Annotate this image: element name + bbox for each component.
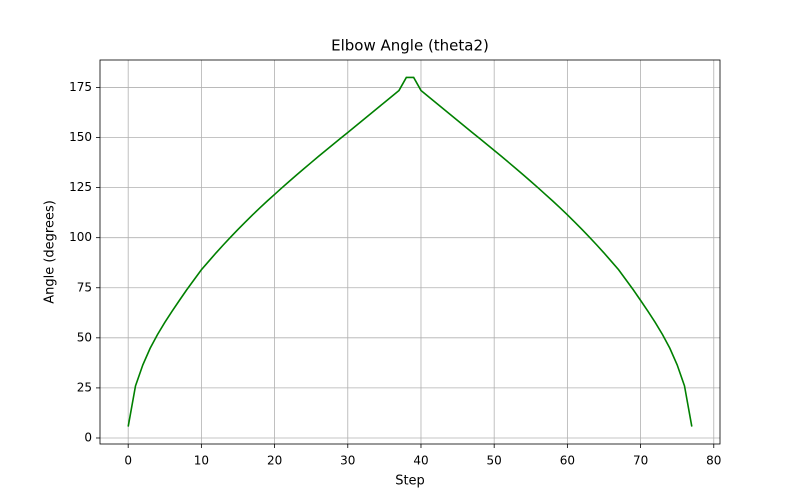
chart-title: Elbow Angle (theta2) xyxy=(331,37,489,55)
x-tick-label: 80 xyxy=(706,454,721,468)
y-tick-label: 50 xyxy=(77,330,92,344)
x-tick-label: 50 xyxy=(487,454,502,468)
x-tick-label: 20 xyxy=(267,454,282,468)
y-tick-label: 175 xyxy=(69,80,92,94)
y-tick-label: 25 xyxy=(77,380,92,394)
y-axis-label: Angle (degrees) xyxy=(43,200,58,304)
plot-frame xyxy=(99,59,721,445)
y-tick-label: 100 xyxy=(69,230,92,244)
x-tick-label: 40 xyxy=(413,454,428,468)
x-tick-label: 60 xyxy=(560,454,575,468)
x-tick-label: 0 xyxy=(124,454,132,468)
y-tick-label: 0 xyxy=(84,430,92,444)
line xyxy=(127,76,693,427)
y-tick-label: 150 xyxy=(69,130,92,144)
x-axis-label: Step xyxy=(395,474,425,489)
y-tick-label: 75 xyxy=(77,280,92,294)
y-tick-label: 125 xyxy=(69,180,92,194)
x-tick-label: 10 xyxy=(194,454,209,468)
x-tick-label: 30 xyxy=(340,454,355,468)
x-tick-label: 70 xyxy=(633,454,648,468)
